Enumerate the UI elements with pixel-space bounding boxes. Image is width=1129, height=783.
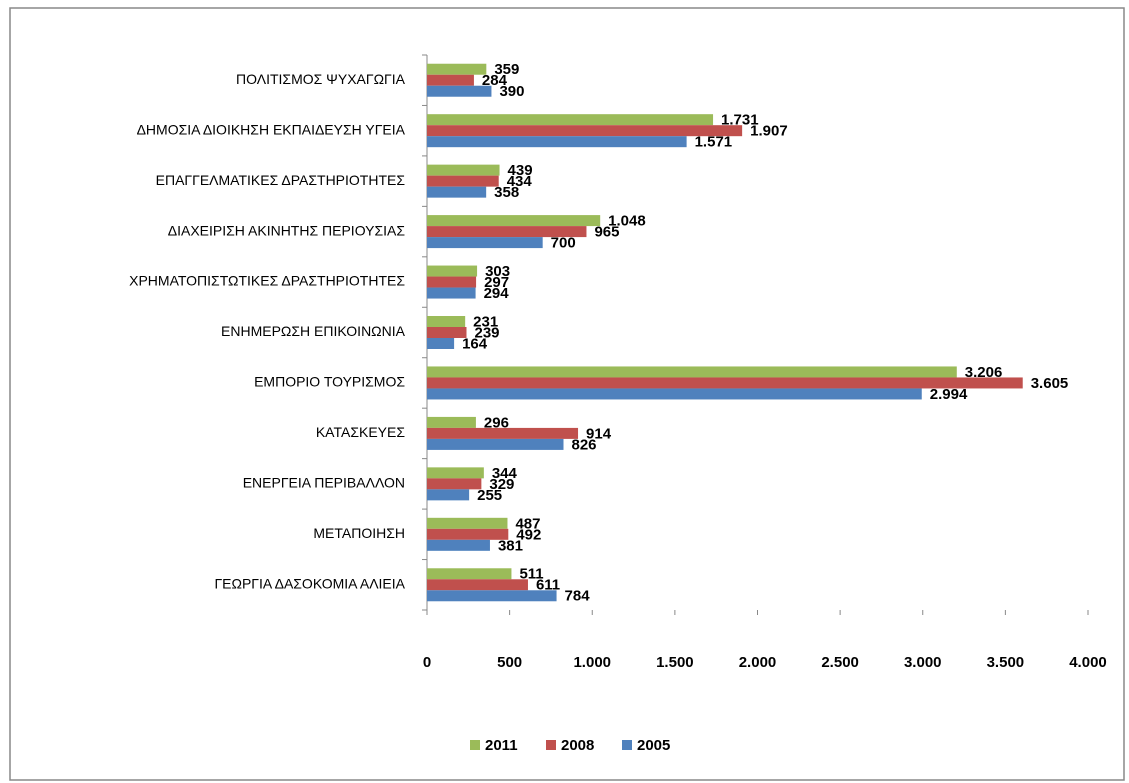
bar [427,186,487,198]
value-label: 784 [565,588,591,605]
bar [427,467,484,479]
bar [427,136,687,148]
bar [427,74,474,86]
category-label: ΔΗΜΟΣΙΑ ΔΙΟΙΚΗΣΗ ΕΚΠΑΙΔΕΥΣΗ ΥΓΕΙΑ [137,121,406,137]
value-label: 1.048 [608,213,646,230]
bar [427,85,492,97]
value-label: 1.571 [695,134,733,151]
value-label: 329 [489,476,514,493]
category-label: ΔΙΑΧΕΙΡΙΣΗ ΑΚΙΝΗΤΗΣ ΠΕΡΙΟΥΣΙΑΣ [168,222,406,238]
value-label: 1.731 [721,112,759,129]
category-label: ΧΡΗΜΑΤΟΠΙΣΤΩΤΙΚΕΣ ΔΡΑΣΤΗΡΙΟΤΗΤΕΣ [129,273,405,289]
bar [427,175,499,187]
category-label: ΕΜΠΟΡΙΟ ΤΟΥΡΙΣΜΟΣ [254,374,405,390]
bar [427,265,478,277]
bar [427,539,490,551]
x-tick-label: 0 [423,654,431,671]
x-tick-label: 500 [497,654,522,671]
legend-label: 2008 [561,737,594,754]
value-label: 439 [508,162,533,179]
bar [427,338,455,349]
value-label: 390 [499,83,524,100]
bar [427,579,528,591]
bar [427,226,587,238]
value-label: 3.206 [965,364,1003,381]
category-label: ΕΝΗΜΕΡΩΣΗ ΕΠΙΚΟΙΝΩΝΙΑ [221,323,406,339]
value-label: 344 [492,465,518,482]
value-label: 239 [474,324,499,341]
value-label: 296 [484,414,509,431]
bar [427,517,508,529]
value-label: 359 [494,61,519,78]
x-tick-label: 1.500 [656,654,694,671]
bar [427,416,476,428]
value-label: 487 [515,515,540,532]
bar [427,63,487,75]
bar [427,276,477,288]
value-label: 284 [482,72,508,89]
x-tick-label: 2.000 [739,654,777,671]
x-tick-label: 2.500 [821,654,859,671]
bar [427,215,601,227]
value-label: 2.994 [930,386,968,403]
legend-label: 2011 [485,737,518,754]
bar [427,164,500,176]
value-label: 164 [462,335,488,352]
category-label: ΜΕΤΑΠΟΙΗΣΗ [313,525,405,541]
value-label: 700 [551,235,576,252]
legend-label: 2005 [637,737,670,754]
bar [427,287,476,299]
value-label: 358 [494,184,519,201]
value-label: 381 [498,537,523,554]
value-label: 492 [516,526,541,543]
value-label: 434 [507,173,533,190]
bar [427,528,509,540]
value-label: 231 [473,313,498,330]
value-label: 1.907 [750,123,788,140]
value-label: 294 [484,285,510,302]
x-tick-label: 3.000 [904,654,942,671]
legend-swatch [622,740,632,750]
bar [427,327,467,338]
bar [427,478,482,490]
bar [427,316,466,327]
bar [427,366,957,378]
bar [427,114,714,126]
bar [427,590,557,602]
bar [427,489,470,501]
value-label: 297 [484,274,509,291]
x-tick-label: 3.500 [987,654,1025,671]
bar [427,237,543,249]
value-label: 826 [571,436,596,453]
value-label: 255 [477,487,502,504]
category-label: ΓΕΩΡΓΙΑ ΔΑΣΟΚΟΜΙΑ ΑΛΙΕΙΑ [214,575,405,591]
legend-swatch [470,740,480,750]
bar [427,125,743,137]
x-tick-label: 1.000 [573,654,611,671]
value-label: 611 [536,577,560,594]
bar [427,377,1023,389]
value-label: 914 [586,425,612,442]
value-label: 303 [485,263,510,280]
value-label: 3.605 [1031,375,1069,392]
bar [427,568,512,580]
category-label: ΚΑΤΑΣΚΕΥΕΣ [316,424,405,440]
category-label: ΕΠΑΓΓΕΛΜΑΤΙΚΕΣ ΔΡΑΣΤΗΡΙΟΤΗΤΕΣ [156,172,406,188]
bar [427,438,564,450]
category-label: ΠΟΛΙΤΙΣΜΟΣ ΨΥΧΑΓΩΓΙΑ [236,71,406,87]
legend-swatch [546,740,556,750]
bar [427,388,922,400]
bar [427,427,579,439]
category-label: ΕΝΕΡΓΕΙΑ ΠΕΡΙΒΑΛΛΟΝ [243,475,405,491]
x-tick-label: 4.000 [1069,654,1107,671]
value-label: 511 [519,566,543,583]
value-label: 965 [594,224,619,241]
